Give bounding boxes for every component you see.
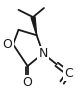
Polygon shape [31,17,37,35]
Text: C: C [64,67,73,80]
Text: O: O [23,76,33,89]
Text: O: O [3,38,13,51]
Text: N: N [38,47,48,60]
